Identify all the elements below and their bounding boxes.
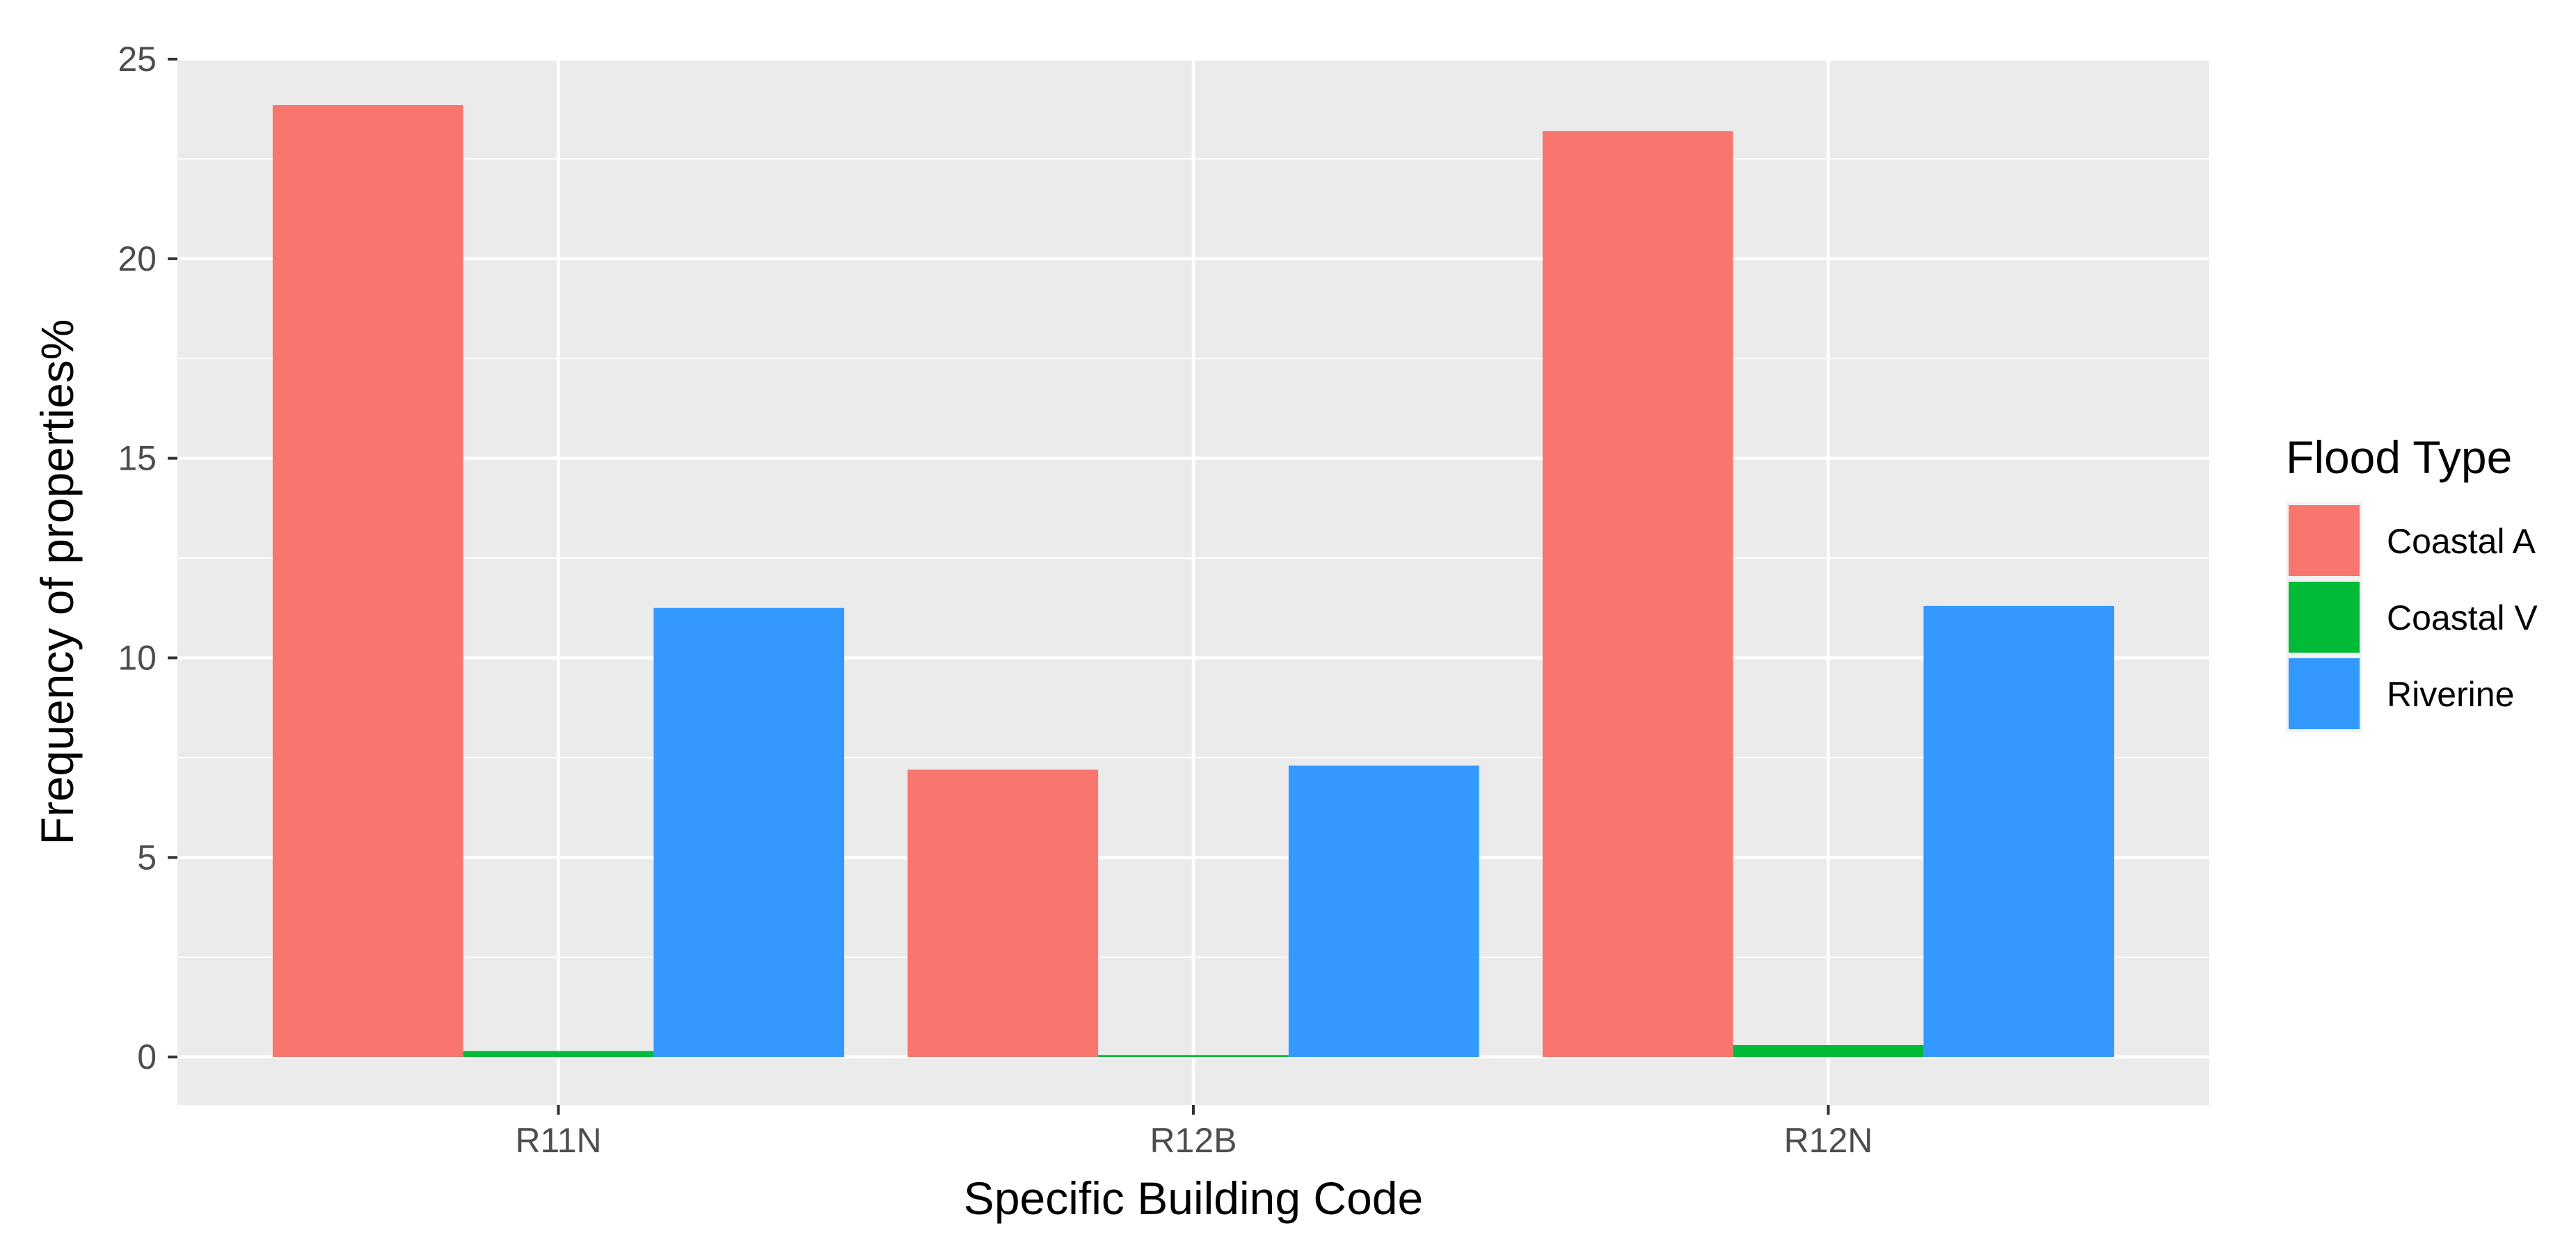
legend: Flood Type Coastal A Coastal V Riverine [2286,431,2538,732]
y-axis-title: Frequency of properties% [31,319,83,845]
legend-label: Riverine [2387,675,2514,714]
bar-riverine-r12n [1923,605,2115,1058]
plot-panel [177,57,2209,1105]
y-tick-label: 20 [118,239,157,278]
y-tick-label: 15 [118,439,157,478]
axes: 0 5 10 15 20 25 R11N R12B R12N [118,40,1873,1160]
x-tick-label: R12B [1150,1121,1237,1160]
legend-label: Coastal V [2387,598,2538,637]
bar-coastal-v-r11n [463,1051,654,1058]
x-tick-label: R12N [1784,1121,1873,1160]
y-tick-label: 25 [118,40,157,79]
y-tick-label: 10 [118,638,157,677]
bar-coastal-a-r12n [1542,131,1733,1058]
bar-coastal-v-r12n [1733,1044,1924,1058]
legend-label: Coastal A [2387,522,2536,561]
bar-riverine-r11n [653,607,845,1058]
legend-key-coastal-a [2289,505,2360,576]
x-axis-title: Specific Building Code [964,1172,1423,1224]
legend-title: Flood Type [2286,431,2512,483]
bars [272,104,2115,1058]
bar-coastal-v-r12b [1098,1055,1289,1058]
x-tick-label: R11N [515,1121,601,1160]
y-tick-label: 5 [137,838,157,877]
y-tick-label: 0 [137,1037,157,1076]
legend-key-riverine [2289,658,2360,729]
bar-coastal-a-r11n [272,104,463,1058]
bar-coastal-a-r12b [907,770,1099,1058]
bar-riverine-r12b [1288,765,1479,1058]
legend-key-coastal-v [2289,582,2360,653]
